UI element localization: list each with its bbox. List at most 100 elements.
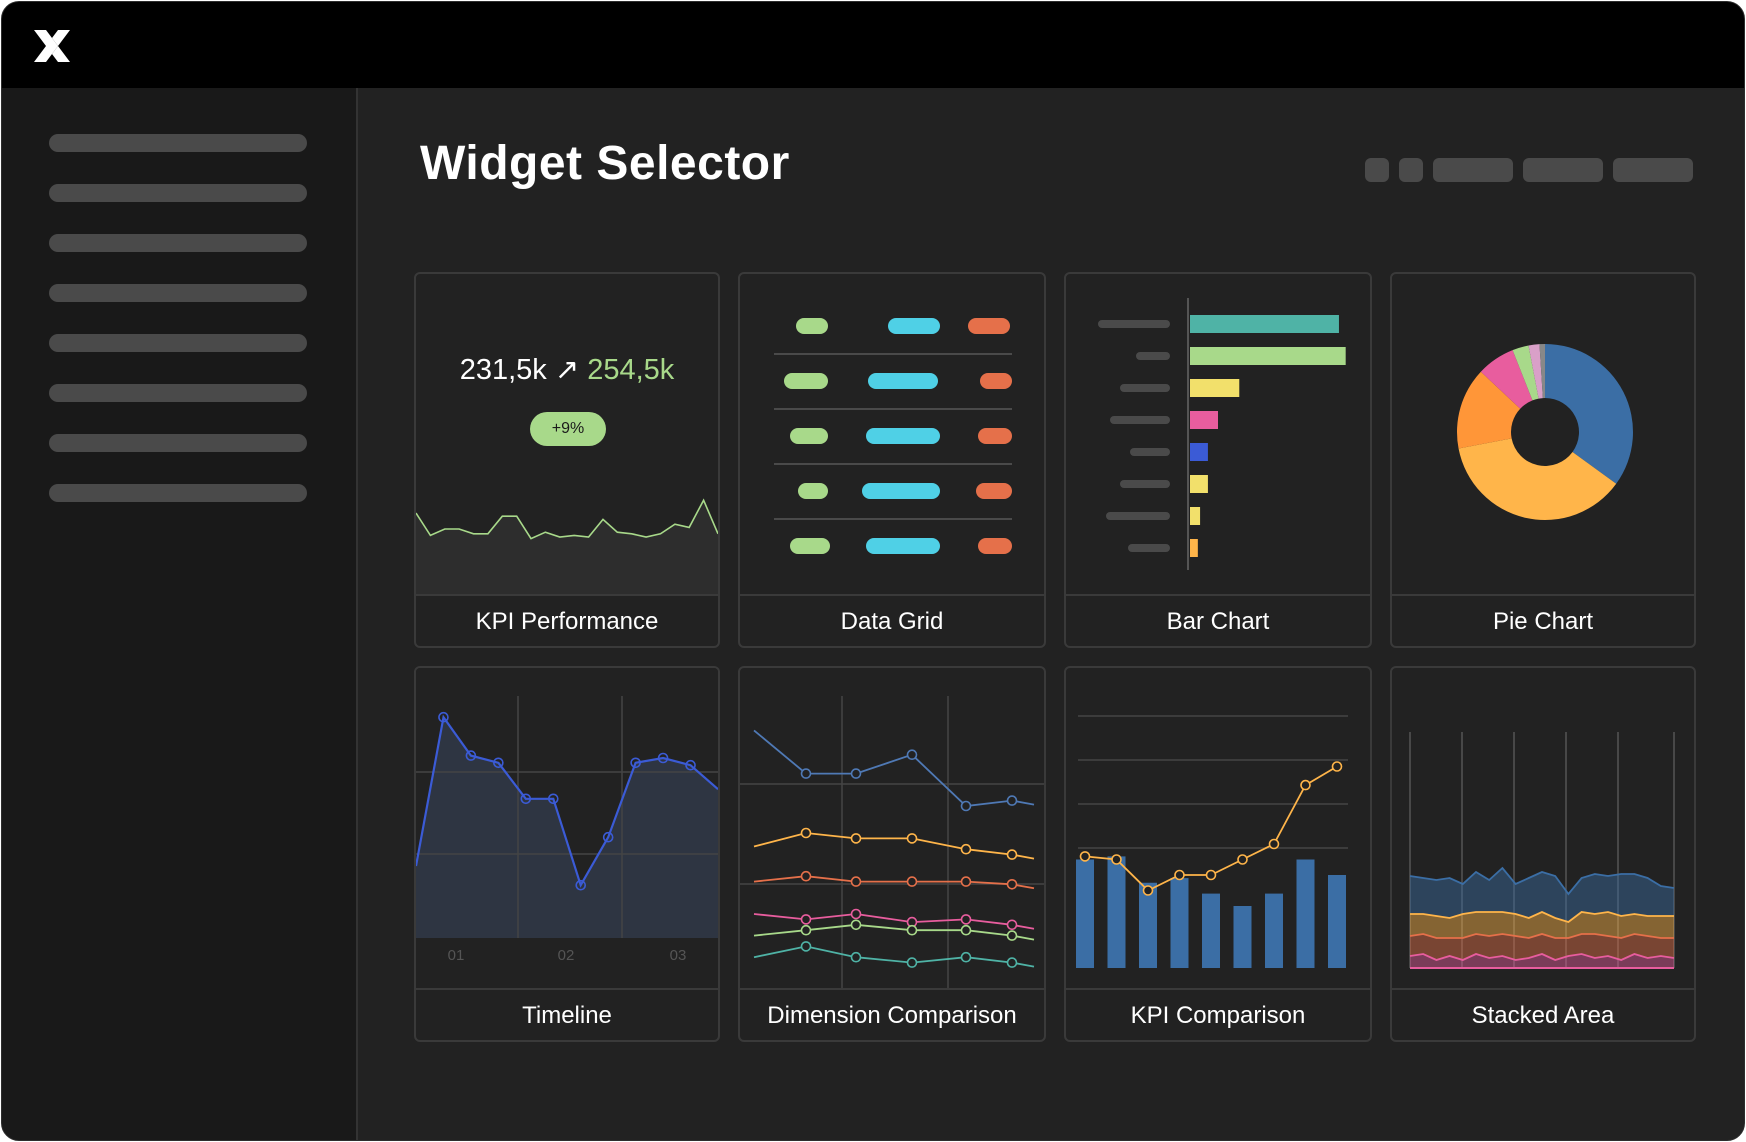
stacked-area-preview — [1409, 732, 1675, 969]
grid-cell-pill — [980, 373, 1012, 389]
dimension-comparison-preview — [740, 696, 1044, 988]
bar-chart-preview — [1098, 298, 1346, 570]
widget-card-bar-chart[interactable]: Bar Chart — [1064, 272, 1372, 648]
grid-cell-pill — [866, 538, 940, 554]
dim-series-point — [960, 876, 972, 887]
sidebar-item-placeholder[interactable] — [49, 284, 307, 302]
stack-layer-line — [1409, 953, 1675, 961]
sidebar-item-placeholder[interactable] — [49, 334, 307, 352]
sidebar-item-placeholder[interactable] — [49, 134, 307, 152]
kpi-comp-bar — [1296, 859, 1315, 968]
kpi-comp-point — [1142, 885, 1154, 896]
dim-series-point — [960, 914, 972, 925]
kpi-comp-bar — [1328, 875, 1346, 968]
kpi-comp-point — [1174, 869, 1185, 881]
toolbar-button[interactable] — [1433, 158, 1513, 182]
kpi-comp-bar — [1265, 893, 1283, 968]
dim-series-point — [800, 941, 812, 952]
widget-card-data-grid[interactable]: Data Grid — [738, 272, 1046, 648]
dim-series-line — [753, 923, 1035, 941]
x-logo-icon[interactable] — [32, 28, 72, 64]
sidebar-item-placeholder[interactable] — [49, 184, 307, 202]
dim-series-point — [800, 924, 812, 936]
widget-card-kpi-comparison[interactable]: KPI Comparison — [1064, 666, 1372, 1042]
stack-layer-area — [1410, 868, 1674, 922]
toolbar-button[interactable] — [1613, 158, 1693, 182]
kpi-comp-point — [1300, 779, 1311, 791]
dim-series-point — [906, 876, 918, 887]
pie-chart-preview — [1457, 344, 1633, 520]
grid-cell-pill — [978, 538, 1012, 554]
widget-card-pie-chart[interactable]: Pie Chart — [1390, 272, 1696, 648]
bar — [1190, 411, 1218, 429]
widget-label: KPI Comparison — [1066, 988, 1370, 1040]
widget-card-kpi-performance[interactable]: 231,5k ↗ 254,5k +9% KPI Performance — [414, 272, 720, 648]
sidebar-item-placeholder[interactable] — [49, 434, 307, 452]
timeline-point — [575, 879, 587, 891]
widget-card-stacked-area[interactable]: Stacked Area — [1390, 666, 1696, 1042]
sidebar-item-placeholder[interactable] — [49, 234, 307, 252]
bar-category-label — [1120, 480, 1170, 488]
dim-series-point — [1006, 919, 1018, 931]
timeline-point — [657, 752, 669, 764]
kpi-comp-point — [1331, 761, 1343, 772]
kpi-sparkline — [416, 498, 718, 594]
dim-series-point — [800, 914, 812, 925]
toolbar-icon-button[interactable] — [1399, 158, 1423, 182]
grid-cell-pill — [798, 483, 828, 499]
dim-series-point — [906, 957, 918, 968]
grid-cell-pill — [978, 428, 1012, 444]
dim-series-point — [1006, 957, 1018, 968]
dim-series-point — [800, 827, 812, 839]
stack-layer-area — [1410, 954, 1674, 968]
pie-slice — [1545, 344, 1633, 484]
dim-series-point — [906, 749, 918, 760]
pie-slice — [1528, 344, 1543, 399]
widget-card-dimension-comparison[interactable]: Dimension Comparison — [738, 666, 1046, 1042]
trend-arrow-icon: ↗ — [554, 354, 580, 386]
dim-series-point — [1006, 930, 1018, 941]
pie-slice — [1539, 344, 1545, 399]
grid-cell-pill — [866, 428, 940, 444]
timeline-point — [602, 831, 614, 843]
grid-cell-pill — [976, 483, 1012, 499]
dim-series-point — [960, 800, 972, 812]
sidebar — [2, 88, 358, 1140]
widget-label: Bar Chart — [1066, 594, 1370, 646]
kpi-values: 231,5k ↗ 254,5k — [416, 352, 718, 387]
sidebar-item-placeholder[interactable] — [49, 484, 307, 502]
dim-series-point — [850, 908, 862, 920]
toolbar-icon-button[interactable] — [1365, 158, 1389, 182]
stack-layer-line — [1409, 933, 1674, 939]
stack-layer-line — [1410, 911, 1674, 923]
dim-series-point — [1006, 849, 1018, 860]
dim-series-point — [1006, 795, 1018, 806]
timeline-point — [630, 757, 641, 769]
kpi-comp-point — [1205, 869, 1217, 881]
stack-layer-area — [1410, 912, 1674, 938]
dim-series-point — [850, 919, 862, 931]
top-bar — [2, 2, 1744, 88]
grid-cell-pill — [790, 538, 830, 554]
bar — [1190, 379, 1240, 397]
data-grid-preview — [774, 318, 1012, 554]
timeline-point — [438, 711, 449, 723]
kpi-comp-bar — [1202, 893, 1220, 968]
bar-category-label — [1098, 320, 1170, 328]
bar — [1190, 539, 1198, 557]
toolbar-button[interactable] — [1523, 158, 1603, 182]
widget-label: Pie Chart — [1392, 594, 1694, 646]
grid-cell-pill — [862, 483, 940, 499]
dim-series-point — [960, 924, 972, 936]
dim-series-point — [800, 870, 812, 882]
widget-card-timeline[interactable]: 01 02 03 Timeline — [414, 666, 720, 1042]
page-title: Widget Selector — [420, 137, 790, 190]
timeline-point — [547, 793, 559, 805]
sidebar-item-placeholder[interactable] — [49, 384, 307, 402]
kpi-comp-point — [1268, 838, 1280, 850]
dim-series-point — [906, 833, 918, 844]
dim-series-point — [850, 876, 862, 887]
bar-category-label — [1106, 512, 1170, 520]
kpi-comp-point — [1237, 854, 1248, 865]
